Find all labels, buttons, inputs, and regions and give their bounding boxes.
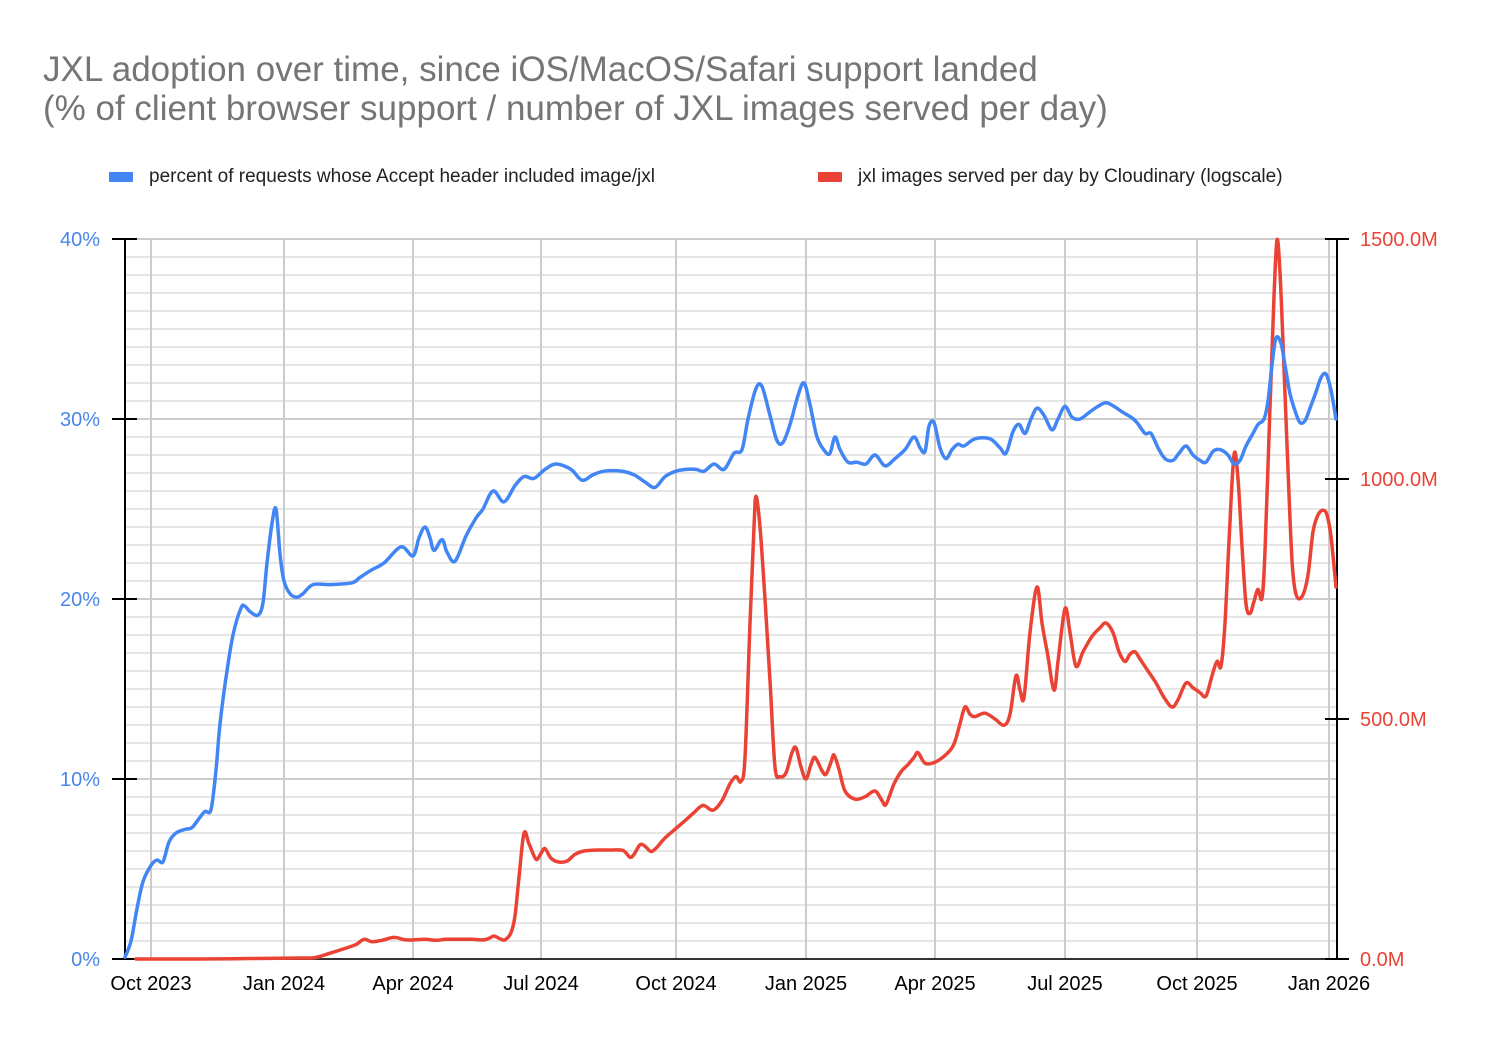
legend-swatch-blue-icon — [109, 172, 133, 182]
title-line-1: JXL adoption over time, since iOS/MacOS/… — [43, 50, 1038, 89]
x-tick-label: Jan 2025 — [765, 973, 847, 995]
legend-swatch-red-icon — [818, 172, 842, 182]
x-tick-label: Oct 2024 — [635, 973, 716, 995]
legend-item-percent[interactable]: percent of requests whose Accept header … — [109, 166, 655, 188]
x-axis-ticks: Oct 2023 Jan 2024 Apr 2024 Jul 2024 Oct 2024… — [110, 973, 1370, 995]
left-tick-label: 10% — [60, 769, 100, 791]
right-axis-ticks: 0.0M 500.0M 1000.0M 1500.0M — [1325, 229, 1438, 971]
x-tick-label: Apr 2025 — [894, 973, 975, 995]
legend-item-images-served[interactable]: jxl images served per day by Cloudinary … — [818, 166, 1283, 188]
x-tick-label: Oct 2023 — [110, 973, 191, 995]
legend-label: percent of requests whose Accept header … — [149, 166, 655, 187]
title-line-2: (% of client browser support / number of… — [43, 89, 1108, 128]
left-axis-ticks: 0% 10% 20% 30% 40% — [60, 229, 137, 971]
chart-legend: percent of requests whose Accept header … — [0, 166, 1506, 194]
right-tick-label: 500.0M — [1360, 709, 1427, 731]
chart-title: JXL adoption over time, since iOS/MacOS/… — [43, 50, 1108, 128]
left-tick-label: 0% — [71, 949, 100, 971]
x-tick-label: Jan 2026 — [1288, 973, 1370, 995]
left-tick-label: 40% — [60, 229, 100, 251]
left-tick-label: 30% — [60, 409, 100, 431]
x-tick-label: Jul 2025 — [1027, 973, 1103, 995]
right-tick-label: 1500.0M — [1360, 229, 1438, 251]
series-line-percent-support — [123, 334, 1338, 959]
left-tick-label: 20% — [60, 589, 100, 611]
right-tick-label: 0.0M — [1360, 949, 1404, 971]
x-tick-label: Apr 2024 — [372, 973, 453, 995]
x-tick-label: Jan 2024 — [243, 973, 325, 995]
series-line-images-served — [134, 237, 1338, 961]
minor-gridlines — [125, 256, 1337, 942]
x-tick-label: Jul 2024 — [503, 973, 579, 995]
legend-label: jxl images served per day by Cloudinary … — [858, 166, 1283, 187]
right-tick-label: 1000.0M — [1360, 469, 1438, 491]
x-tick-label: Oct 2025 — [1156, 973, 1237, 995]
